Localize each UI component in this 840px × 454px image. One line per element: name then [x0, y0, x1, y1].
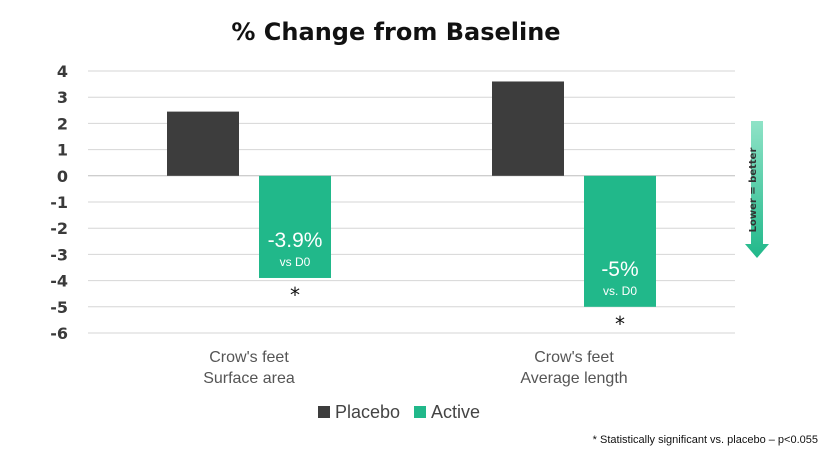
category-label: Average length	[520, 370, 627, 387]
legend-swatch-placebo	[318, 406, 330, 418]
down-arrow-icon	[745, 121, 769, 258]
significance-mark: *	[615, 312, 625, 336]
y-tick-label: 3	[57, 88, 68, 107]
y-tick-label: -6	[50, 324, 68, 343]
y-tick-label: 0	[57, 167, 68, 186]
category-labels: Crow's feet Surface area Crow's feet Averag…	[203, 349, 627, 387]
category-label: Crow's feet	[209, 349, 289, 366]
y-tick-label: 4	[57, 62, 68, 81]
legend-swatch-active	[414, 406, 426, 418]
legend-label-placebo: Placebo	[335, 402, 400, 422]
data-label-reference: vs D0	[280, 255, 311, 269]
y-tick-label: 1	[57, 141, 68, 160]
y-tick-label: -5	[50, 298, 68, 317]
bar-placebo-1	[492, 81, 564, 176]
direction-label: Lower = better	[748, 148, 759, 233]
category-label: Crow's feet	[534, 349, 614, 366]
data-labels: -3.9% vs D0 * -5% vs. D0 *	[268, 229, 639, 336]
legend-label-active: Active	[431, 402, 480, 422]
y-axis-ticks: 4 3 2 1 0 -1 -2 -3 -4 -5 -6	[50, 62, 68, 343]
data-label-value: -5%	[601, 258, 638, 281]
direction-indicator: Lower = better	[745, 121, 769, 258]
legend: Placebo Active	[318, 402, 480, 422]
chart-title: % Change from Baseline	[231, 18, 560, 46]
data-label-value: -3.9%	[268, 229, 323, 252]
category-label: Surface area	[203, 370, 295, 387]
significance-mark: *	[290, 283, 300, 307]
y-tick-label: -4	[50, 272, 68, 291]
bar-active-1	[584, 175, 656, 307]
y-tick-label: -2	[50, 219, 68, 238]
bars	[167, 81, 656, 307]
y-tick-label: 2	[57, 114, 68, 133]
footnote: * Statistically significant vs. placebo …	[593, 434, 818, 446]
bar-placebo-0	[167, 111, 239, 176]
data-label-reference: vs. D0	[603, 284, 637, 298]
y-tick-label: -1	[50, 193, 68, 212]
bar-active-0	[259, 175, 331, 278]
y-tick-label: -3	[50, 245, 68, 264]
